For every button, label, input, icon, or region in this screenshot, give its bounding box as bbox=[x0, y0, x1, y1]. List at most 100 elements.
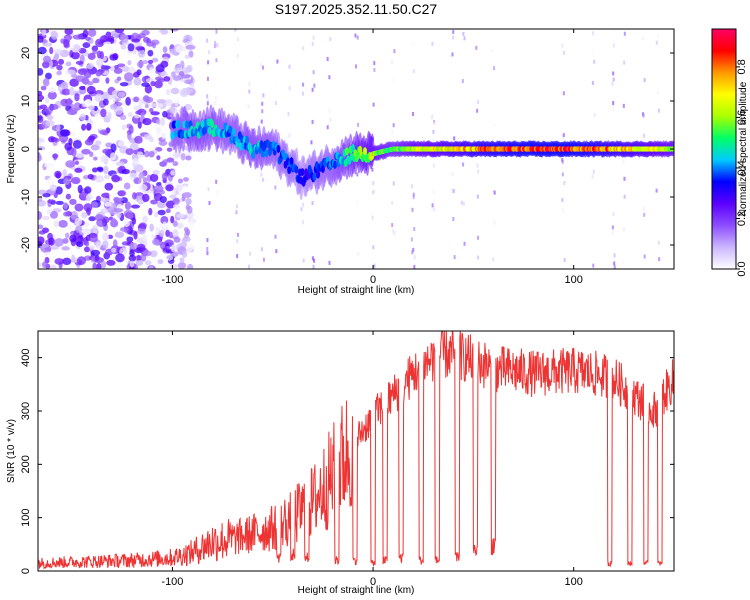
heatmap-noise-cell bbox=[94, 257, 105, 264]
heatmap-noise-cell bbox=[117, 63, 126, 68]
heatmap-noise-cell bbox=[132, 192, 137, 200]
heatmap-noise-cell bbox=[175, 45, 185, 54]
heatmap-noise-cell bbox=[160, 215, 169, 225]
heatmap-noise-cell bbox=[95, 38, 105, 48]
heatmap-noise-cell bbox=[64, 29, 73, 35]
heatmap-noise-cell bbox=[56, 64, 63, 71]
heatmap-noise-cell bbox=[48, 237, 55, 246]
heatmap-noise-cell bbox=[156, 99, 167, 104]
heatmap-noise-cell bbox=[132, 71, 140, 78]
heatmap-noise-cell bbox=[83, 70, 92, 79]
heatmap-streak-cell bbox=[373, 67, 376, 72]
heatmap-streak-cell bbox=[236, 53, 239, 58]
heatmap-noise-cell bbox=[70, 211, 79, 220]
heatmap-streak-cell bbox=[393, 49, 396, 54]
heatmap-streak-cell bbox=[431, 112, 434, 117]
heatmap-noise-cell bbox=[142, 250, 152, 257]
heatmap-streak-cell bbox=[391, 229, 394, 234]
heatmap-streak-cell bbox=[354, 64, 357, 69]
heatmap-streak-cell bbox=[451, 52, 454, 57]
heatmap-streak-cell bbox=[249, 251, 252, 256]
heatmap-noise-cell bbox=[66, 109, 77, 116]
heatmap-noise-cell bbox=[172, 97, 179, 103]
spectrogram-y-tick-label: 20 bbox=[20, 47, 32, 59]
heatmap-noise-cell bbox=[151, 42, 157, 49]
heatmap-noise-cell bbox=[172, 220, 178, 227]
heatmap-streak-cell bbox=[215, 179, 218, 184]
heatmap-noise-cell bbox=[136, 60, 144, 68]
heatmap-ridge-cell bbox=[170, 131, 175, 140]
heatmap-noise-cell bbox=[175, 63, 182, 69]
heatmap-streak-cell bbox=[453, 136, 456, 141]
heatmap-noise-cell bbox=[46, 177, 55, 186]
heatmap-noise-cell bbox=[163, 76, 171, 82]
heatmap-streak-cell bbox=[453, 188, 456, 193]
heatmap-streak-cell bbox=[234, 29, 237, 32]
heatmap-noise-cell bbox=[85, 36, 91, 41]
heatmap-noise-cell bbox=[158, 140, 168, 146]
heatmap-ridge-cell bbox=[358, 145, 363, 154]
heatmap-streak-cell bbox=[462, 162, 465, 167]
heatmap-noise-cell bbox=[126, 212, 134, 219]
heatmap-noise-cell bbox=[116, 76, 122, 81]
heatmap-ridge-cell bbox=[245, 135, 250, 144]
heatmap-streak-cell bbox=[431, 41, 434, 46]
heatmap-noise-cell bbox=[156, 102, 164, 108]
heatmap-noise-cell bbox=[81, 123, 87, 131]
heatmap-noise-cell bbox=[65, 193, 72, 200]
heatmap-noise-cell bbox=[126, 236, 134, 243]
heatmap-streak-cell bbox=[390, 132, 393, 137]
heatmap-streak-cell bbox=[562, 133, 565, 138]
heatmap-streak-cell bbox=[311, 41, 314, 46]
heatmap-noise-cell bbox=[94, 175, 105, 183]
heatmap-noise-cell bbox=[185, 244, 194, 253]
page-title: S197.2025.352.11.50.C27 bbox=[275, 1, 438, 17]
heatmap-streak-cell bbox=[453, 255, 456, 260]
heatmap-noise-cell bbox=[124, 201, 132, 210]
heatmap-noise-cell bbox=[161, 172, 168, 181]
heatmap-noise-cell bbox=[65, 224, 73, 230]
heatmap-noise-cell bbox=[185, 44, 196, 50]
colorbar-tick-label: 0.6 bbox=[736, 110, 748, 125]
heatmap-noise-cell bbox=[55, 200, 64, 206]
heatmap-noise-cell bbox=[38, 94, 45, 102]
heatmap-streak-cell bbox=[591, 81, 594, 86]
heatmap-streak-cell bbox=[622, 103, 625, 108]
colorbar-tick-label: 0.2 bbox=[736, 211, 748, 226]
snr-frame bbox=[37, 330, 675, 572]
heatmap-noise-cell bbox=[147, 49, 154, 57]
heatmap-streak-cell bbox=[493, 220, 496, 225]
heatmap-noise-cell bbox=[45, 119, 55, 127]
heatmap-noise-cell bbox=[166, 157, 175, 163]
heatmap-ridge-cell bbox=[251, 150, 256, 159]
heatmap-noise-cell bbox=[38, 110, 42, 116]
heatmap-streak-cell bbox=[623, 194, 626, 199]
heatmap-noise-cell bbox=[138, 171, 145, 179]
snr-y-tick-label: 400 bbox=[20, 348, 32, 366]
heatmap-noise-cell bbox=[149, 223, 155, 232]
heatmap-noise-cell bbox=[172, 229, 179, 237]
heatmap-noise-cell bbox=[77, 184, 83, 194]
heatmap-streak-cell bbox=[326, 125, 329, 130]
heatmap-streak-cell bbox=[432, 189, 435, 194]
heatmap-noise-cell bbox=[95, 70, 102, 77]
heatmap-noise-cell bbox=[72, 34, 83, 40]
heatmap-noise-cell bbox=[92, 77, 100, 84]
heatmap-noise-cell bbox=[170, 215, 175, 224]
heatmap-noise-cell bbox=[96, 50, 102, 59]
heatmap-streak-cell bbox=[643, 212, 646, 217]
heatmap-noise-cell bbox=[57, 84, 63, 92]
heatmap-streak-cell bbox=[216, 43, 219, 48]
snr-y-tick-label: 300 bbox=[20, 402, 32, 420]
heatmap-noise-cell bbox=[54, 170, 62, 179]
heatmap-noise-cell bbox=[53, 220, 59, 228]
heatmap-noise-cell bbox=[85, 123, 92, 131]
heatmap-streak-cell bbox=[611, 230, 614, 235]
heatmap-streak-cell bbox=[357, 122, 360, 127]
heatmap-noise-cell bbox=[171, 71, 176, 78]
heatmap-noise-cell bbox=[90, 144, 100, 151]
heatmap-streak-cell bbox=[432, 122, 435, 127]
heatmap-noise-cell bbox=[44, 106, 53, 115]
heatmap-noise-cell bbox=[81, 211, 88, 219]
